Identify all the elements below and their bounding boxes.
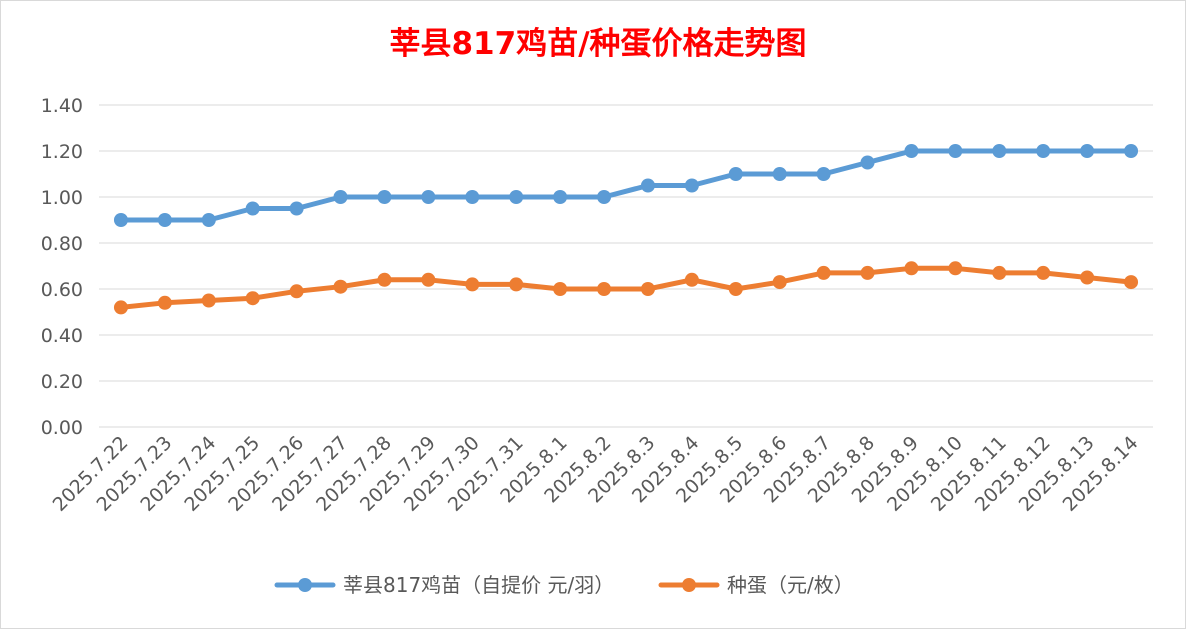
y-tick-label: 1.00 xyxy=(41,187,83,209)
legend-marker-2 xyxy=(682,578,696,592)
data-point xyxy=(1124,275,1139,290)
legend-marker-1 xyxy=(298,578,312,592)
data-point xyxy=(157,213,172,227)
data-point xyxy=(904,144,919,158)
data-point xyxy=(728,167,743,181)
data-point xyxy=(1080,270,1095,285)
data-point xyxy=(421,190,436,204)
grid-layer xyxy=(99,104,1153,428)
legend-label-2: 种蛋（元/枚） xyxy=(727,573,854,597)
data-point xyxy=(377,190,392,204)
data-point xyxy=(1124,144,1139,158)
y-tick-label: 0.40 xyxy=(41,325,83,347)
x-axis-ticks: 2025.7.222025.7.232025.7.242025.7.252025… xyxy=(49,432,1143,516)
data-point xyxy=(992,265,1007,280)
legend: 莘县817鸡苗（自提价 元/羽） 种蛋（元/枚） xyxy=(274,573,854,597)
y-tick-label: 1.20 xyxy=(41,141,83,163)
data-point xyxy=(772,167,787,181)
data-point xyxy=(377,272,392,287)
data-point xyxy=(113,300,128,315)
data-point xyxy=(948,261,963,276)
data-point xyxy=(1036,144,1051,158)
y-tick-label: 0.20 xyxy=(41,371,83,393)
data-point xyxy=(465,277,480,292)
data-point xyxy=(245,291,260,306)
data-point xyxy=(728,282,743,296)
y-tick-label: 0.00 xyxy=(41,417,83,439)
data-point xyxy=(509,277,524,292)
data-point xyxy=(772,275,787,290)
data-point xyxy=(201,213,216,227)
data-point xyxy=(684,178,699,193)
series-line-2 xyxy=(118,265,1134,310)
data-point xyxy=(640,282,655,296)
data-point xyxy=(553,282,568,296)
data-point xyxy=(113,213,128,227)
data-point xyxy=(289,284,304,299)
y-tick-label: 0.60 xyxy=(41,279,83,301)
y-tick-label: 0.80 xyxy=(41,233,83,255)
data-point xyxy=(201,293,216,308)
data-point xyxy=(421,272,436,287)
data-point xyxy=(597,190,612,204)
series-layer xyxy=(113,144,1139,315)
data-point xyxy=(1080,144,1095,158)
chart-title: 莘县817鸡苗/种蛋价格走势图 xyxy=(389,26,806,62)
data-point xyxy=(465,190,480,204)
series-line-1 xyxy=(118,148,1134,223)
data-point xyxy=(553,190,568,204)
data-point xyxy=(1036,265,1051,280)
data-point xyxy=(640,178,655,193)
data-point xyxy=(289,201,304,216)
data-point xyxy=(597,282,612,296)
data-point xyxy=(816,167,831,181)
data-point xyxy=(509,190,524,204)
legend-label-1: 莘县817鸡苗（自提价 元/羽） xyxy=(343,573,614,597)
data-point xyxy=(157,295,172,310)
y-axis-ticks: 0.00 0.20 0.40 0.60 0.80 1.00 1.20 1.40 xyxy=(41,95,83,439)
data-point xyxy=(816,265,831,280)
y-tick-label: 1.40 xyxy=(41,95,83,117)
data-point xyxy=(860,155,875,170)
data-point xyxy=(333,279,348,294)
data-point xyxy=(245,201,260,216)
data-point xyxy=(948,144,963,158)
data-point xyxy=(992,144,1007,158)
data-point xyxy=(684,272,699,287)
data-point xyxy=(860,265,875,280)
data-point xyxy=(333,190,348,204)
data-point xyxy=(904,261,919,276)
